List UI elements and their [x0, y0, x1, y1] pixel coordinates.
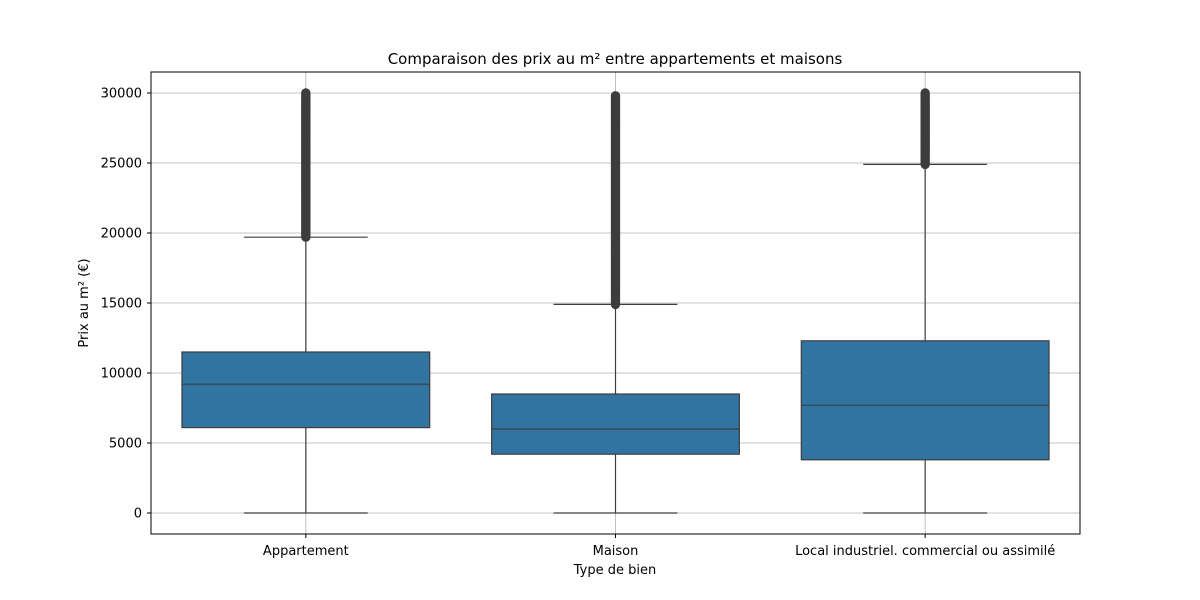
iqr-box [491, 393, 740, 455]
x-tick-label: Maison [593, 544, 639, 559]
y-tick-label: 25000 [101, 157, 142, 172]
y-tick-label: 15000 [101, 297, 142, 312]
iqr-box [800, 340, 1050, 461]
outlier-point [301, 88, 311, 98]
y-tick-label: 20000 [101, 227, 142, 242]
x-axis-label: Type de bien [573, 563, 656, 578]
y-axis-label: Prix au m² (€) [77, 258, 92, 347]
chart-title: Comparaison des prix au m² entre apparte… [388, 50, 843, 68]
iqr-box [181, 351, 431, 429]
x-tick-label: Local industriel. commercial ou assimilé [795, 544, 1055, 559]
box-group [800, 88, 1050, 514]
box-group [491, 91, 740, 514]
y-tick-label: 5000 [109, 437, 142, 452]
outlier-point [920, 88, 930, 98]
box-group [181, 88, 431, 514]
x-tick-label: Appartement [263, 544, 349, 559]
box-series [181, 88, 1050, 514]
y-tick-label: 30000 [101, 87, 142, 102]
axis-ticks: 0 5000 10000 15000 20000 25000 30000 Appartemen… [101, 87, 1056, 560]
y-tick-label: 0 [134, 507, 142, 522]
y-tick-label: 10000 [101, 367, 142, 382]
outlier-point [610, 91, 621, 101]
